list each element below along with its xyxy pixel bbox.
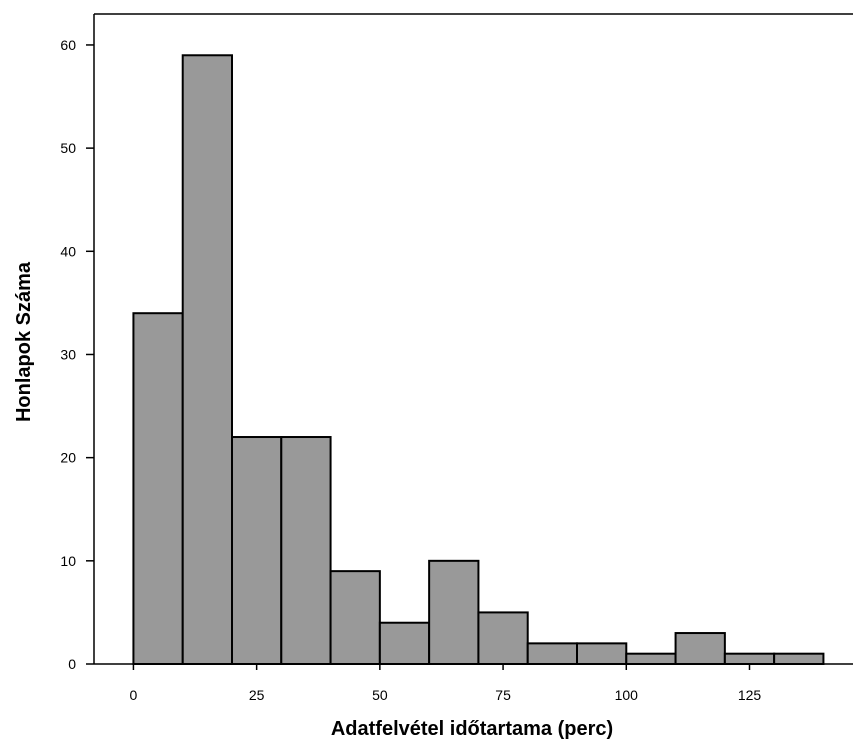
histogram-bar xyxy=(773,652,825,666)
x-tick-label: 75 xyxy=(495,687,511,703)
y-tick-label: 10 xyxy=(60,553,76,569)
histogram-bar xyxy=(378,621,431,666)
histogram-bar xyxy=(674,632,726,665)
y-tick-label: 40 xyxy=(60,243,76,259)
histogram-bar xyxy=(477,611,529,666)
y-tick-label: 50 xyxy=(60,140,76,156)
y-tick-label: 30 xyxy=(60,346,76,362)
x-tick-label: 100 xyxy=(615,687,639,703)
x-ticks-group: 0 25 50 75 100 125 xyxy=(130,664,762,703)
histogram-bar xyxy=(428,559,480,665)
axes-group xyxy=(93,13,853,665)
histogram-bar xyxy=(132,312,184,665)
histogram-bar xyxy=(625,652,677,666)
y-axis-title: Honlapok Száma xyxy=(13,261,35,422)
histogram-bar xyxy=(329,570,381,666)
histogram-bar xyxy=(723,652,776,666)
x-tick-label: 125 xyxy=(738,687,762,703)
bars-group xyxy=(132,54,825,666)
y-tick-label: 20 xyxy=(60,450,76,466)
x-axis-title: Adatfelvétel időtartama (perc) xyxy=(331,718,613,740)
histogram-bar xyxy=(280,436,332,665)
x-tick-label: 25 xyxy=(249,687,265,703)
y-ticks-group: 0 10 20 30 40 50 60 xyxy=(60,37,94,672)
histogram-bar xyxy=(231,436,283,665)
histogram-bar xyxy=(181,54,233,666)
y-tick-label: 0 xyxy=(68,656,76,672)
x-tick-label: 50 xyxy=(372,687,388,703)
x-tick-label: 0 xyxy=(130,687,138,703)
histogram-bar xyxy=(526,642,579,665)
y-tick-label: 60 xyxy=(60,37,76,53)
histogram-bar xyxy=(576,642,628,665)
